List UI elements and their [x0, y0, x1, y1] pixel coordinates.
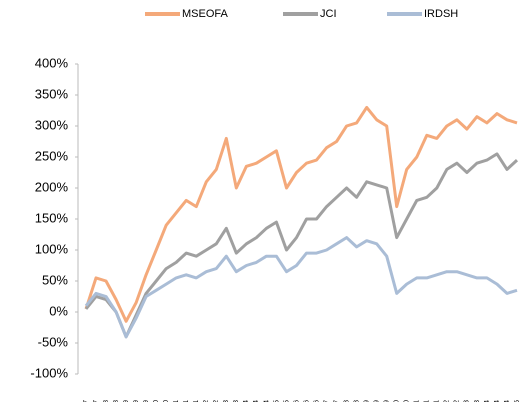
y-tick-label: 300%	[35, 117, 69, 132]
y-tick-label: 350%	[35, 86, 69, 101]
y-tick-label: -50%	[38, 334, 69, 349]
legend-label: IRDSH	[424, 8, 458, 20]
legend-label: JCI	[320, 8, 337, 20]
y-tick-label: 100%	[35, 241, 69, 256]
y-tick-label: 150%	[35, 210, 69, 225]
series-line	[84, 105, 518, 323]
series-line	[84, 236, 518, 339]
y-tick-label: 50%	[42, 272, 68, 287]
y-tick-label: 400%	[35, 55, 69, 70]
y-tick-label: -100%	[30, 365, 68, 380]
legend-label: MSEOFA	[182, 8, 229, 20]
y-tick-label: 250%	[35, 148, 69, 163]
y-tick-label: 200%	[35, 179, 69, 194]
y-tick-label: 0%	[49, 303, 68, 318]
series-line	[84, 152, 519, 339]
